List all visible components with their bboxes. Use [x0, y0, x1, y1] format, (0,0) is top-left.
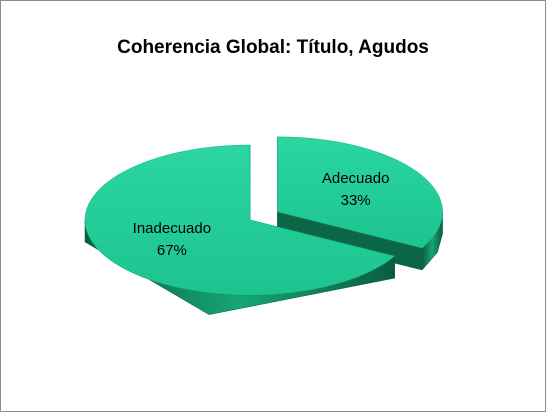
- chart-title: Coherencia Global: Título, Agudos: [117, 37, 429, 58]
- slice-label: Inadecuado: [133, 220, 211, 237]
- pie-slice: [84, 144, 396, 315]
- slice-top: [84, 144, 396, 296]
- slice-value-label: 67%: [157, 242, 187, 259]
- slice-value-label: 33%: [341, 192, 371, 209]
- slice-label: Adecuado: [322, 170, 390, 187]
- slice-top: [277, 136, 443, 249]
